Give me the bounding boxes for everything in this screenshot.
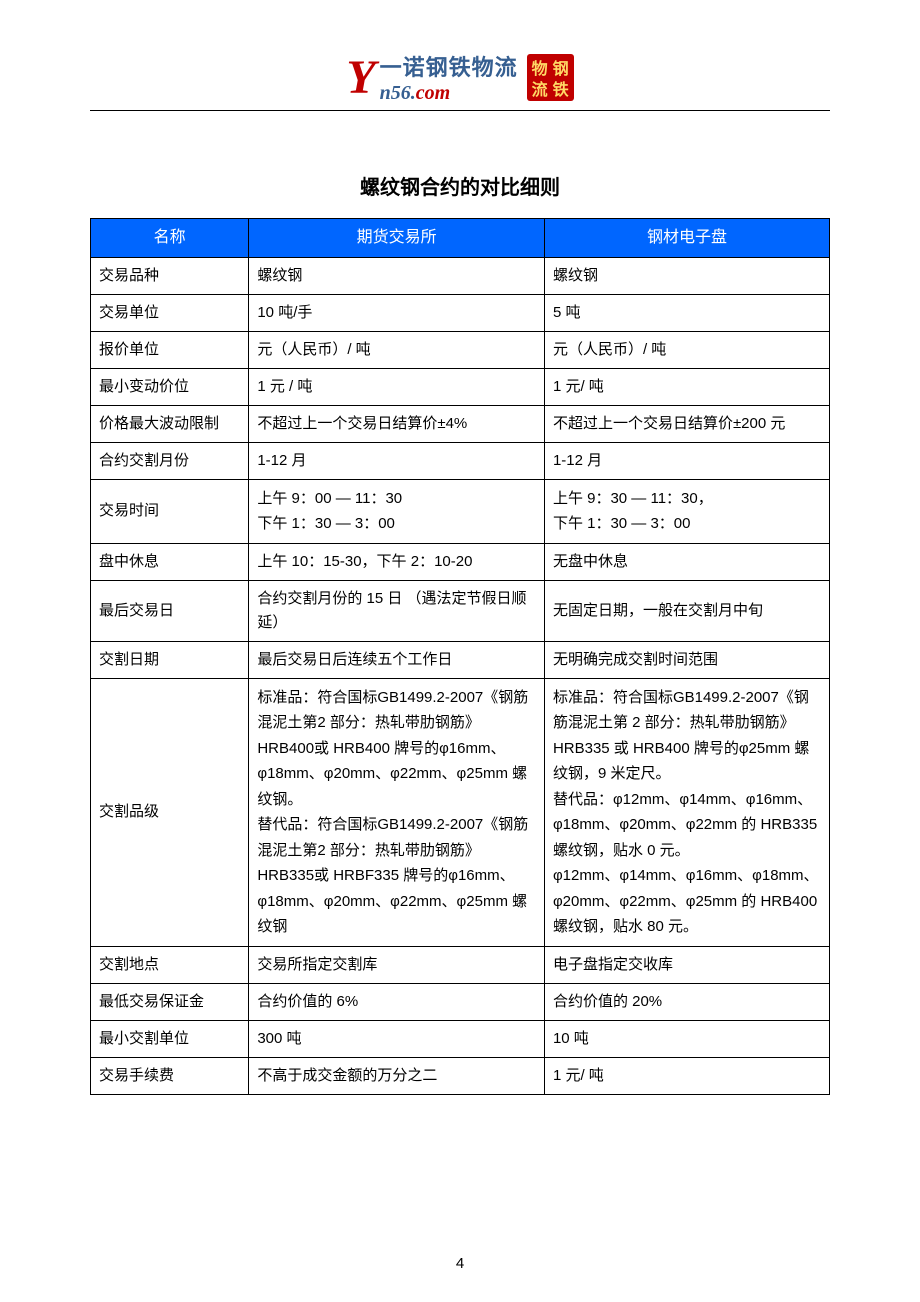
row-name-cell: 报价单位 [91, 331, 249, 368]
row-futures-cell: 交易所指定交割库 [249, 946, 545, 983]
row-name-cell: 最低交易保证金 [91, 983, 249, 1020]
row-name-cell: 盘中休息 [91, 543, 249, 580]
header-divider [90, 110, 830, 111]
table-header-row: 名称 期货交易所 钢材电子盘 [91, 219, 830, 258]
row-eplate-cell: 1 元/ 吨 [544, 1057, 829, 1094]
table-row: 交易单位10 吨/手5 吨 [91, 294, 830, 331]
table-header: 名称 [91, 219, 249, 258]
row-name-cell: 最小交割单位 [91, 1020, 249, 1057]
row-eplate-cell: 螺纹钢 [544, 257, 829, 294]
table-row: 报价单位元（人民币）/ 吨元（人民币）/ 吨 [91, 331, 830, 368]
row-name-cell: 价格最大波动限制 [91, 405, 249, 442]
table-row: 交易时间上午 9：00 — 11：30下午 1：30 — 3：00上午 9：30… [91, 479, 830, 543]
row-name-cell: 合约交割月份 [91, 442, 249, 479]
row-futures-cell: 1 元 / 吨 [249, 368, 545, 405]
row-name-cell: 交割日期 [91, 641, 249, 678]
row-eplate-cell: 标准品：符合国标GB1499.2-2007《钢筋混泥土第 2 部分：热轧带肋钢筋… [544, 678, 829, 946]
logo-domain: n56.com [380, 82, 451, 105]
table-row: 盘中休息上午 10：15-30，下午 2：10-20无盘中休息 [91, 543, 830, 580]
logo-badge-icon: 物 钢 流 铁 [527, 54, 574, 101]
row-name-cell: 交易品种 [91, 257, 249, 294]
row-eplate-cell: 1 元/ 吨 [544, 368, 829, 405]
row-eplate-cell: 无固定日期，一般在交割月中旬 [544, 580, 829, 641]
table-header: 期货交易所 [249, 219, 545, 258]
row-name-cell: 交易手续费 [91, 1057, 249, 1094]
header-logo: Y 一诺钢铁物流 n56.com 物 钢 流 铁 [90, 50, 830, 105]
row-eplate-cell: 不超过上一个交易日结算价±200 元 [544, 405, 829, 442]
row-futures-cell: 上午 9：00 — 11：30下午 1：30 — 3：00 [249, 479, 545, 543]
row-futures-cell: 螺纹钢 [249, 257, 545, 294]
table-row: 交割日期最后交易日后连续五个工作日无明确完成交割时间范围 [91, 641, 830, 678]
row-futures-cell: 最后交易日后连续五个工作日 [249, 641, 545, 678]
table-row: 交割品级标准品：符合国标GB1499.2-2007《钢筋混泥土第2 部分：热轧带… [91, 678, 830, 946]
page-title: 螺纹钢合约的对比细则 [90, 171, 830, 200]
table-row: 价格最大波动限制不超过上一个交易日结算价±4%不超过上一个交易日结算价±200 … [91, 405, 830, 442]
row-name-cell: 交易单位 [91, 294, 249, 331]
comparison-table: 名称 期货交易所 钢材电子盘 交易品种螺纹钢螺纹钢交易单位10 吨/手5 吨报价… [90, 218, 830, 1095]
row-eplate-cell: 合约价值的 20% [544, 983, 829, 1020]
row-name-cell: 交割地点 [91, 946, 249, 983]
row-eplate-cell: 1-12 月 [544, 442, 829, 479]
row-futures-cell: 上午 10：15-30，下午 2：10-20 [249, 543, 545, 580]
row-eplate-cell: 无明确完成交割时间范围 [544, 641, 829, 678]
table-header: 钢材电子盘 [544, 219, 829, 258]
table-body: 交易品种螺纹钢螺纹钢交易单位10 吨/手5 吨报价单位元（人民币）/ 吨元（人民… [91, 257, 830, 1094]
row-futures-cell: 标准品：符合国标GB1499.2-2007《钢筋混泥土第2 部分：热轧带肋钢筋》… [249, 678, 545, 946]
logo-company-name: 一诺钢铁物流 [380, 50, 518, 82]
table-row: 合约交割月份1-12 月1-12 月 [91, 442, 830, 479]
row-name-cell: 交割品级 [91, 678, 249, 946]
table-row: 最后交易日合约交割月份的 15 日 （遇法定节假日顺延）无固定日期，一般在交割月… [91, 580, 830, 641]
table-row: 交易品种螺纹钢螺纹钢 [91, 257, 830, 294]
row-futures-cell: 合约价值的 6% [249, 983, 545, 1020]
row-eplate-cell: 5 吨 [544, 294, 829, 331]
table-row: 最小交割单位300 吨10 吨 [91, 1020, 830, 1057]
row-eplate-cell: 无盘中休息 [544, 543, 829, 580]
row-eplate-cell: 10 吨 [544, 1020, 829, 1057]
table-row: 最低交易保证金合约价值的 6%合约价值的 20% [91, 983, 830, 1020]
row-futures-cell: 300 吨 [249, 1020, 545, 1057]
row-futures-cell: 元（人民币）/ 吨 [249, 331, 545, 368]
row-eplate-cell: 电子盘指定交收库 [544, 946, 829, 983]
table-row: 交易手续费不高于成交金额的万分之二1 元/ 吨 [91, 1057, 830, 1094]
row-futures-cell: 10 吨/手 [249, 294, 545, 331]
row-name-cell: 交易时间 [91, 479, 249, 543]
row-futures-cell: 不超过上一个交易日结算价±4% [249, 405, 545, 442]
row-futures-cell: 不高于成交金额的万分之二 [249, 1057, 545, 1094]
table-row: 最小变动价位1 元 / 吨1 元/ 吨 [91, 368, 830, 405]
row-name-cell: 最后交易日 [91, 580, 249, 641]
logo-letter: Y [346, 54, 375, 102]
page-number: 4 [0, 1255, 920, 1272]
row-futures-cell: 1-12 月 [249, 442, 545, 479]
table-row: 交割地点交易所指定交割库电子盘指定交收库 [91, 946, 830, 983]
row-name-cell: 最小变动价位 [91, 368, 249, 405]
row-eplate-cell: 上午 9：30 — 11：30，下午 1：30 — 3：00 [544, 479, 829, 543]
row-futures-cell: 合约交割月份的 15 日 （遇法定节假日顺延） [249, 580, 545, 641]
row-eplate-cell: 元（人民币）/ 吨 [544, 331, 829, 368]
